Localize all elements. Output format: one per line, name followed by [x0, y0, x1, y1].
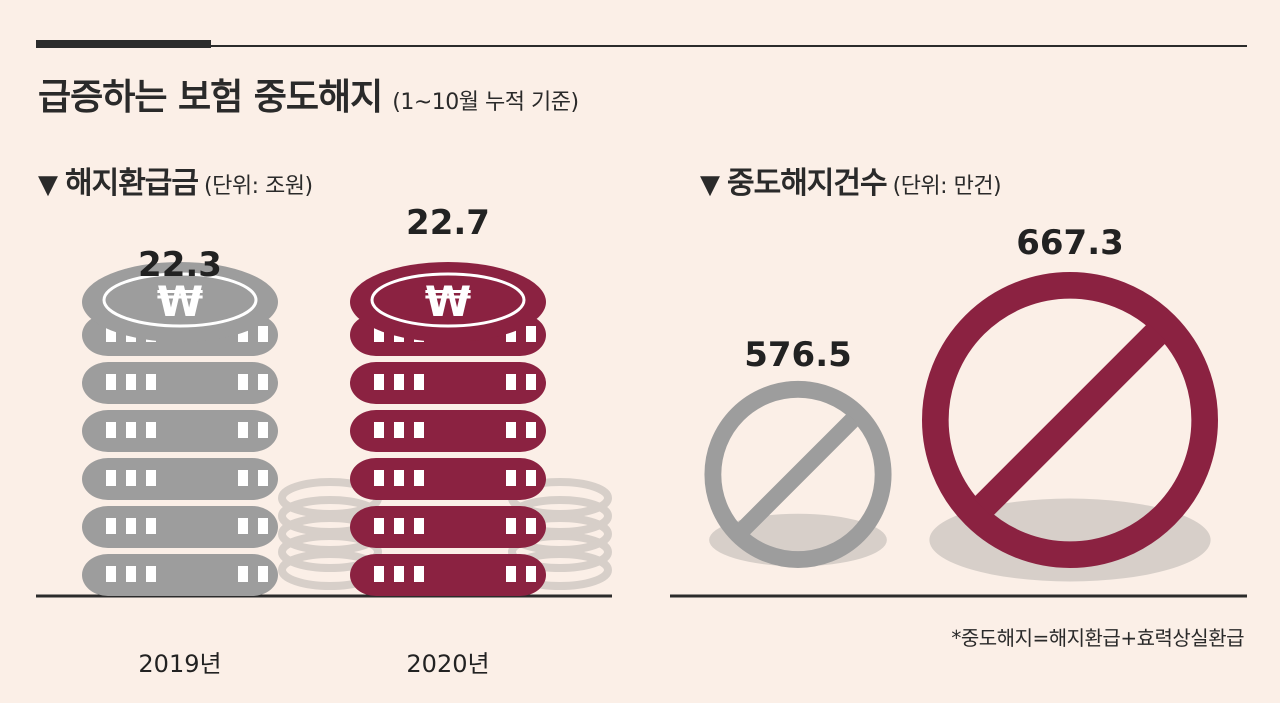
won-symbol-icon: ₩ — [425, 277, 471, 326]
prohibition-ring — [922, 272, 1218, 568]
title-text: 급증하는 보험 중도해지 — [38, 77, 383, 118]
refund-category-2020: 2020년 — [406, 650, 489, 678]
cancellation-unit: (단위: 만건) — [892, 174, 1002, 199]
coin-top-face: ₩ — [82, 262, 278, 342]
page-title: 급증하는 보험 중도해지 (1~10월 누적 기준) — [38, 68, 579, 120]
coin — [82, 410, 278, 452]
cancellation-value-2020: 667.3 — [1016, 223, 1124, 263]
footnote: *중도해지=해지환급+효력상실환급 — [951, 626, 1244, 650]
refund-unit: (단위: 조원) — [204, 174, 313, 199]
coin — [82, 362, 278, 404]
coin — [82, 506, 278, 548]
refund-value-2019: 22.3 — [138, 245, 222, 285]
header-rule-thin — [211, 45, 1247, 47]
prohibition-slash — [973, 323, 1167, 517]
coin-stack-2020년: ₩ — [350, 262, 612, 596]
triangle-down-icon: ▼ — [38, 170, 58, 200]
coin — [350, 506, 546, 548]
coin — [350, 458, 546, 500]
cancellation-value-2019: 576.5 — [744, 335, 852, 375]
cancellation-heading-text: 중도해지건수 — [727, 166, 888, 201]
coin — [350, 554, 546, 596]
refund-value-2020: 22.7 — [406, 203, 490, 243]
refund-heading-text: 해지환급금 — [65, 166, 199, 201]
coin-top-face: ₩ — [350, 262, 546, 342]
coin — [82, 554, 278, 596]
coin — [82, 458, 278, 500]
prohibition-sign-2019년 — [704, 380, 892, 568]
coin — [350, 410, 546, 452]
refund-section-heading: ▼ 해지환급금 (단위: 조원) — [38, 158, 313, 202]
prohibition-slash — [736, 413, 860, 536]
triangle-down-icon: ▼ — [700, 170, 720, 200]
cancellation-section-heading: ▼ 중도해지건수 (단위: 만건) — [700, 158, 1002, 202]
coin-stack-2019년: ₩ — [82, 262, 382, 596]
refund-category-2019: 2019년 — [138, 650, 221, 678]
coin — [350, 362, 546, 404]
title-subtitle: (1~10월 누적 기준) — [392, 90, 579, 115]
header-rule-thick — [36, 40, 211, 48]
prohibition-sign-2020년 — [922, 272, 1218, 582]
prohibition-ring — [704, 380, 892, 568]
won-symbol-icon: ₩ — [157, 277, 203, 326]
